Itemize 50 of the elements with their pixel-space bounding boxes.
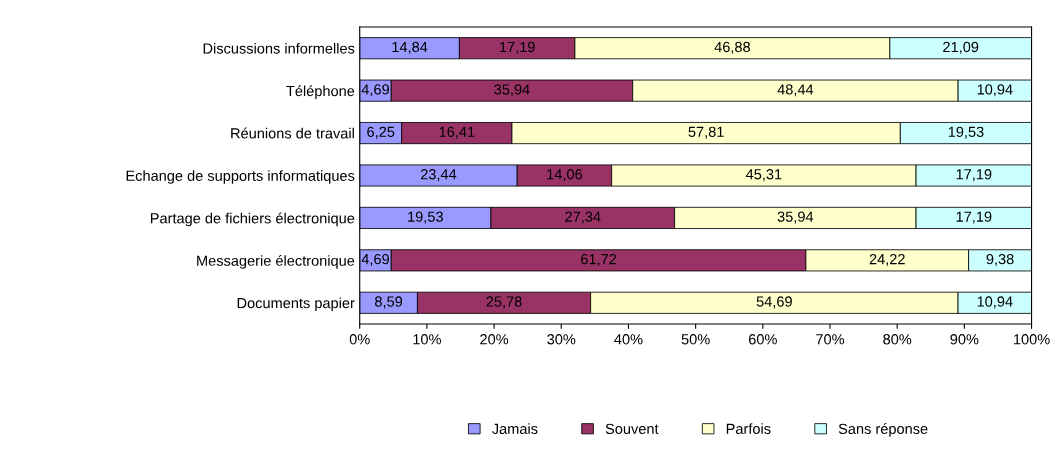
x-tick-label: 0% bbox=[349, 334, 370, 345]
x-tick-label: 40% bbox=[614, 334, 643, 345]
x-tick-label: 30% bbox=[547, 334, 576, 345]
x-tick-label: 70% bbox=[816, 334, 845, 345]
x-tick-label: 10% bbox=[413, 334, 441, 345]
data-label: 61,72 bbox=[581, 253, 617, 266]
data-label: 14,84 bbox=[392, 41, 428, 54]
y-tick-label: Réunions de travail bbox=[231, 127, 354, 139]
data-label: 27,34 bbox=[565, 211, 601, 224]
legend-label: Souvent bbox=[605, 423, 659, 434]
y-tick-label: Discussions informelles bbox=[203, 42, 355, 54]
data-label: 17,19 bbox=[500, 41, 535, 54]
y-tick-label: Documents papier bbox=[237, 297, 355, 312]
data-label: 17,19 bbox=[956, 211, 992, 224]
data-label: 24,22 bbox=[869, 253, 905, 266]
x-tick-label: 100% bbox=[1014, 334, 1050, 345]
y-tick-label: Téléphone bbox=[286, 85, 355, 100]
y-tick-label: Messagerie électronique bbox=[197, 254, 355, 269]
data-label: 45,31 bbox=[745, 169, 782, 182]
data-label: 19,53 bbox=[408, 211, 443, 224]
x-tick-label: 60% bbox=[748, 334, 777, 345]
data-label: 19,53 bbox=[948, 126, 984, 139]
data-label: 8,59 bbox=[375, 296, 403, 309]
legend-label: Sans réponse bbox=[838, 423, 928, 437]
data-label: 4,69 bbox=[361, 253, 389, 266]
data-label: 6,25 bbox=[367, 126, 395, 139]
legend-label: Parfois bbox=[726, 423, 771, 434]
data-label: 10,94 bbox=[977, 296, 1013, 309]
data-label: 54,69 bbox=[756, 296, 792, 309]
data-label: 35,94 bbox=[494, 84, 530, 97]
x-tick-label: 50% bbox=[681, 334, 710, 345]
data-label: 35,94 bbox=[777, 211, 814, 224]
data-label: 10,94 bbox=[977, 84, 1013, 97]
data-label: 4,69 bbox=[361, 84, 389, 97]
data-label: 25,78 bbox=[486, 296, 522, 309]
data-label: 21,09 bbox=[943, 41, 979, 54]
x-tick-label: 20% bbox=[480, 334, 509, 345]
y-tick-label: Partage de fichiers électronique bbox=[150, 212, 355, 227]
data-label: 23,44 bbox=[420, 169, 457, 182]
x-tick-label: 80% bbox=[883, 334, 912, 345]
legend-label: Jamais bbox=[492, 423, 538, 434]
data-label: 46,88 bbox=[714, 41, 750, 54]
data-label: 57,81 bbox=[688, 126, 724, 139]
x-tick-label: 90% bbox=[950, 334, 979, 345]
data-label: 9,38 bbox=[986, 253, 1014, 266]
data-label: 16,41 bbox=[439, 126, 475, 139]
y-tick-label: Echange de supports informatiques bbox=[126, 170, 355, 184]
data-label: 14,06 bbox=[547, 169, 583, 182]
data-label: 48,44 bbox=[777, 84, 814, 97]
data-label: 17,19 bbox=[956, 169, 992, 182]
